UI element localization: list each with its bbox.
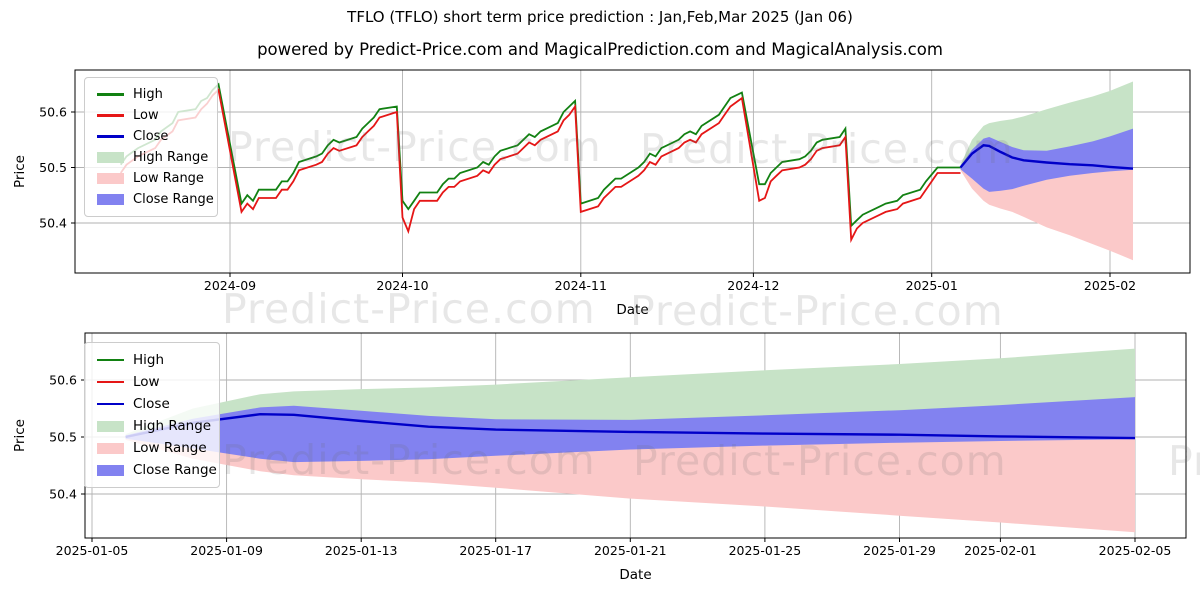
x-tick-label: 2025-02	[1084, 278, 1136, 293]
legend-item-label: Low	[133, 374, 160, 390]
legend-item-low-range: Low Range	[97, 437, 209, 459]
legend-line-swatch	[97, 114, 124, 117]
low-line	[119, 88, 961, 244]
legend-line-swatch	[97, 358, 124, 362]
legend-item-label: High	[133, 87, 163, 102]
legend-patch-swatch	[97, 152, 124, 163]
legend-item-close: Close	[97, 126, 207, 147]
x-tick-label: 2024-09	[204, 278, 256, 293]
x-axis-label: Date	[619, 567, 651, 583]
y-tick-label: 50.6	[39, 105, 67, 120]
close-range-band	[125, 397, 1136, 463]
high-line	[119, 82, 961, 228]
close-line	[125, 412, 1136, 440]
legend-patch-swatch	[97, 173, 124, 184]
legend-item-high: High	[97, 349, 209, 371]
x-tick-label: 2024-12	[727, 278, 779, 293]
legend-item-label: Low Range	[133, 171, 204, 186]
x-tick-label: 2025-01-29	[863, 543, 936, 558]
legend-item-label: High	[133, 352, 165, 368]
y-tick-label: 50.6	[49, 373, 77, 388]
x-tick-label: 2025-01	[906, 278, 958, 293]
x-tick-label: 2025-01-05	[56, 543, 129, 558]
legend-item-label: High Range	[133, 150, 209, 165]
x-tick-label: 2024-11	[555, 278, 607, 293]
close-line	[959, 144, 1134, 170]
legend-item-close-range: Close Range	[97, 189, 214, 210]
y-tick-label: 50.4	[49, 487, 77, 502]
x-tick-label: 2025-01-17	[459, 543, 532, 558]
x-tick-label: 2025-01-09	[190, 543, 263, 558]
x-tick-label: 2025-01-21	[594, 543, 667, 558]
forecast-zoom-chart: 2025-01-05 2025-01-09 2025-01-13 2025-01-17…	[12, 332, 1187, 583]
x-tick-label: 2025-01-13	[325, 543, 398, 558]
x-tick-label: 2025-01-25	[729, 543, 802, 558]
legend-patch-swatch	[97, 464, 124, 476]
y-tick-label: 50.5	[39, 160, 67, 175]
y-axis-label: Price	[12, 419, 28, 452]
legend-item-label: Close	[133, 129, 169, 144]
chart-legend: High Low Close High Range Low Range Close Ran…	[84, 342, 220, 488]
full-history-chart: 2024-09 2024-10 2024-11 2024-12 2025-01 2025-…	[12, 69, 1191, 318]
legend-item-high-range: High Range	[97, 415, 212, 437]
legend-patch-swatch	[97, 194, 124, 205]
legend-item-label: Close Range	[133, 192, 214, 207]
legend-line-swatch	[97, 135, 124, 138]
legend-item-close-range: Close Range	[97, 459, 217, 481]
legend-item-high: High	[97, 84, 207, 105]
y-tick-label: 50.5	[49, 430, 77, 445]
page-title: TFLO (TFLO) short term price prediction …	[347, 8, 853, 26]
legend-line-swatch	[97, 93, 124, 96]
legend-line-swatch	[97, 380, 124, 384]
legend-patch-swatch	[97, 442, 124, 454]
legend-item-high-range: High Range	[97, 147, 209, 168]
legend-item-low: Low	[97, 371, 209, 393]
legend-patch-swatch	[97, 420, 124, 432]
legend-item-label: Low	[133, 108, 159, 123]
legend-line-swatch	[97, 402, 124, 406]
chart-legend: High Low Close High Range Low Range Close Ran…	[84, 77, 218, 217]
legend-item-low: Low	[97, 105, 207, 126]
y-tick-label: 50.4	[39, 216, 67, 231]
legend-item-label: High Range	[133, 418, 212, 434]
close-range-band	[960, 128, 1133, 192]
x-axis-label: Date	[616, 302, 648, 318]
legend-item-low-range: Low Range	[97, 168, 207, 189]
legend-item-label: Low Range	[133, 440, 207, 456]
legend-item-label: Close Range	[133, 462, 217, 478]
legend-item-label: Close	[133, 396, 170, 412]
y-axis-label: Price	[12, 155, 28, 188]
legend-item-close: Close	[97, 393, 209, 415]
x-tick-label: 2024-10	[376, 278, 428, 293]
x-tick-label: 2025-02-05	[1099, 543, 1172, 558]
x-tick-label: 2025-02-01	[964, 543, 1037, 558]
page-subtitle: powered by Predict-Price.com and Magical…	[257, 40, 943, 59]
